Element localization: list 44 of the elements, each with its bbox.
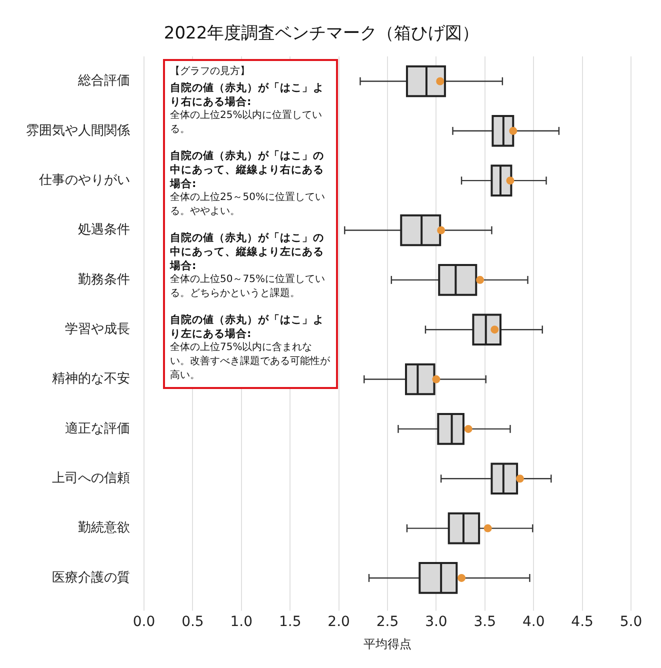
y-tick-label: 総合評価 [77,74,130,89]
point [464,424,472,433]
annotation: 自院の値（赤丸）が「はこ」より左にある場合: [170,313,325,341]
point [458,574,466,582]
annotation: 全体の上位50～75%に位置している。どちらかというと課題。 [170,273,326,301]
y-tick-label: 勤務条件 [78,272,130,288]
y-tick-label: 処遇条件 [78,222,130,238]
point [516,474,524,483]
y-tick-label: 上司への信頼 [52,470,130,486]
x-tick-label: 4.0 [522,614,545,630]
x-tick-label: 0.0 [132,614,156,630]
annotation: 自院の値（赤丸）が「はこ」の中にあって、縦線より左にある場合: [170,231,325,273]
chart-title: 2022年度調査ベンチマーク（箱ひげ図） [164,24,480,44]
point [509,126,518,135]
annotation: 【グラフの見方】 [170,65,251,79]
x-tick-label: 4.5 [571,614,594,630]
x-tick-label: 0.5 [182,614,204,630]
x-tick-label: 1.0 [230,614,253,630]
y-tick-label: 学習や成長 [65,322,130,337]
y-tick-label: 医療介護の質 [52,570,130,586]
point [484,524,492,532]
y-tick-label: 適正な評価 [65,420,130,436]
y-tick-label: 仕事のやりがい [38,172,130,188]
x-tick-label: 5.0 [620,614,642,630]
x-tick-label: 1.5 [278,614,302,630]
y-tick-label: 精神的な不安 [52,370,130,387]
annotation: 全体の上位75%以内に含まれない。改善すべき課題である可能性が高い。 [170,341,331,383]
x-tick-label: 3.5 [474,614,496,630]
point [506,176,514,185]
point [437,226,446,234]
y-tick-label: 勤続意欲 [78,520,130,536]
x-axis-title: 平均得点 [364,636,412,651]
annotation: 自院の値（赤丸）が「はこ」より右にある場合: [170,81,325,109]
x-tick-label: 2.5 [376,614,399,630]
x-tick-label: 3.0 [425,614,448,630]
y-tick-label: 雰囲気や人間関係 [26,123,130,138]
point [432,375,440,384]
annotation: 自院の値（赤丸）が「はこ」の中にあって、縦線より右にある場合: [170,149,325,191]
annotation: 全体の上位25%以内に位置している。 [170,109,324,137]
annotation: 全体の上位25～50%に位置している。ややよい。 [170,191,326,219]
point [490,326,499,334]
point [436,77,444,86]
point [476,276,484,284]
x-tick-label: 2.0 [328,614,350,630]
